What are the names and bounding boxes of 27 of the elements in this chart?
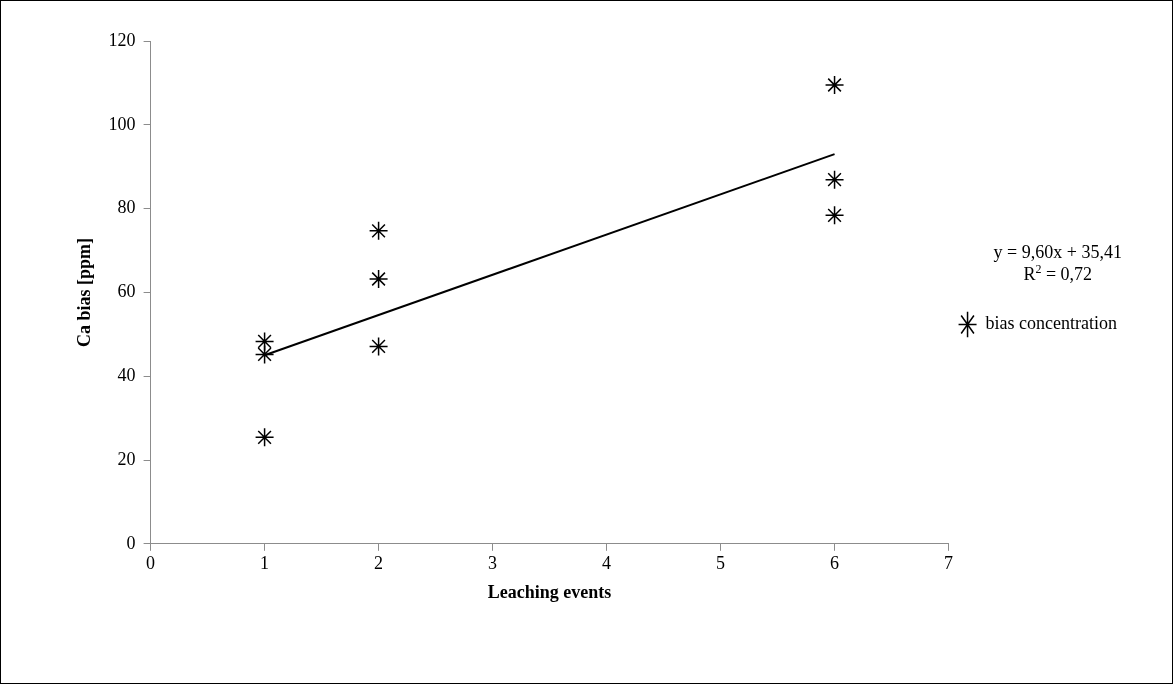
legend-label: bias concentration (985, 313, 1117, 334)
y-tick-label: 80 (117, 197, 136, 218)
point (824, 169, 845, 190)
x-tick-label: 6 (830, 553, 840, 574)
point (254, 427, 275, 448)
point (368, 221, 389, 241)
x-tick-label: 0 (146, 553, 156, 574)
point (368, 269, 389, 289)
y-axis-title: Ca bias [ppm] (74, 237, 95, 347)
point (824, 75, 845, 95)
x-tick-label: 3 (488, 553, 498, 574)
x-tick-label: 5 (716, 553, 726, 574)
point (824, 205, 845, 226)
y-tick-label: 40 (117, 364, 136, 385)
y-tick-label: 120 (108, 29, 136, 50)
y-tick-label: 0 (126, 532, 136, 553)
y-tick-label: 100 (108, 113, 136, 134)
x-tick-label: 1 (260, 553, 270, 574)
point (368, 336, 389, 357)
x-tick-label: 4 (602, 553, 612, 574)
x-tick-label: 7 (944, 553, 954, 574)
point (254, 344, 275, 365)
text: y = 9,60x + 35,41 (993, 242, 1122, 263)
y-tick-label: 60 (117, 281, 136, 302)
x-axis-title: Leaching events (487, 581, 612, 602)
x-tick-label: 2 (374, 553, 384, 574)
y-tick-label: 20 (117, 448, 136, 469)
